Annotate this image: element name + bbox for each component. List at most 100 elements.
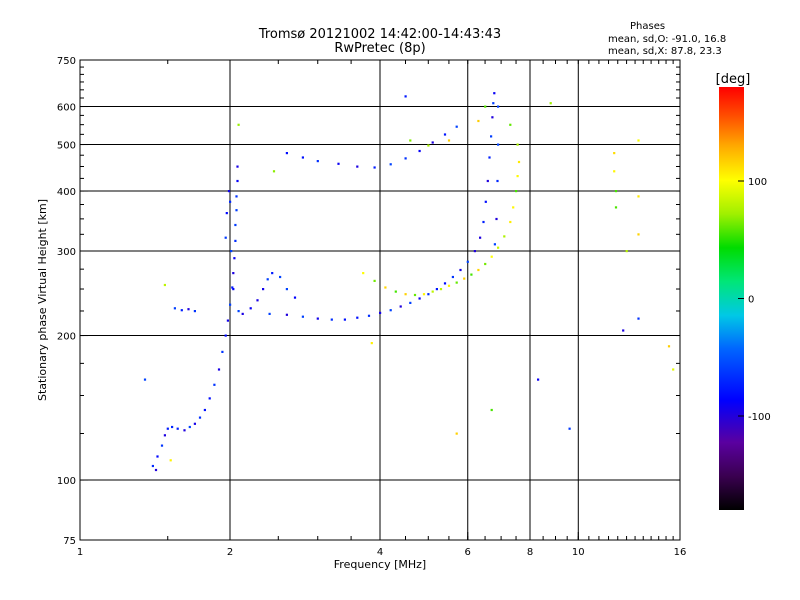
data-point [193,422,196,425]
data-point [230,250,233,253]
data-point [463,277,466,280]
data-point [482,220,485,224]
data-point [256,299,259,302]
x-tick-label: 2 [227,547,233,558]
data-point [484,200,487,203]
colorbar-tick-label: 0 [748,295,754,306]
y-tick-label: 400 [57,187,76,198]
data-point [484,262,487,266]
data-point [337,162,340,165]
data-point [435,288,438,291]
data-point [143,378,147,381]
data-point [503,235,506,238]
data-point [166,427,169,430]
y-tick-label: 200 [57,332,76,343]
data-point [447,284,451,287]
y-axis-ticks: 75 100 200 300 400 500 600 750 [57,56,680,547]
data-point [492,102,495,105]
data-point [163,434,166,437]
data-point [221,350,224,353]
data-point [236,179,239,183]
data-point [431,141,434,144]
data-point [515,190,518,193]
data-point [404,95,407,98]
data-point [470,273,473,276]
data-point [151,464,154,468]
data-point [169,459,172,462]
data-point [198,416,202,419]
data-point [637,233,640,236]
data-point [672,368,675,371]
data-point [362,272,365,275]
data-point [301,315,304,318]
data-point [516,175,519,178]
data-point [237,310,240,313]
data-point [399,305,402,308]
data-point [316,160,319,163]
data-point [241,312,244,315]
data-point [293,296,297,299]
data-point [235,195,238,198]
chart-title: Tromsø 20121002 14:42:00-14:43:43 [258,27,502,42]
data-point [516,143,519,146]
data-point [237,123,240,126]
x-tick-label: 4 [377,547,383,558]
data-point [183,429,186,432]
data-point [285,313,288,316]
data-point [497,143,500,146]
data-point [229,200,232,203]
data-point [509,220,512,224]
data-point [427,144,430,147]
data-point [249,307,252,310]
data-point [330,318,333,321]
data-point [637,317,640,320]
series-o-mode [143,92,640,472]
data-point [188,425,191,429]
data-point [443,282,447,285]
data-point [466,260,469,263]
y-tick-label: 300 [57,247,76,258]
data-point [493,243,496,246]
data-point [455,432,458,435]
data-point [154,468,158,472]
data-point [370,342,373,345]
colorbar-ticks: 100 0 -100 [738,177,771,423]
data-point [389,163,392,166]
x-tick-label: 10 [572,547,585,558]
data-point [509,123,512,126]
x-tick-label: 6 [465,547,471,558]
y-tick-label: 750 [57,56,76,67]
data-point [234,239,237,242]
data-point [625,250,628,253]
data-point [427,293,430,296]
data-point [637,139,640,142]
data-point [176,427,179,430]
data-point [614,206,618,209]
series-x-mode [163,102,675,462]
data-point [512,206,515,209]
data-point [160,444,164,447]
data-point [488,156,491,159]
data-point [356,316,359,319]
data-point [409,301,412,304]
data-point [266,278,269,281]
data-point [455,125,458,128]
data-point [301,156,304,159]
x-axis-ticks: 1 2 4 6 8 10 16 [77,60,687,558]
data-point [495,217,498,221]
data-point [203,408,206,412]
data-point [268,312,271,315]
data-point [285,288,288,291]
x-tick-label: 1 [77,547,83,558]
data-point [213,383,216,386]
data-point [422,293,426,296]
data-point [225,212,228,215]
data-point [235,209,238,212]
data-point [404,157,407,160]
data-point [208,397,211,400]
data-point [229,303,232,306]
x-tick-label: 16 [674,547,687,558]
y-tick-label: 100 [57,476,76,487]
data-point [316,317,319,320]
